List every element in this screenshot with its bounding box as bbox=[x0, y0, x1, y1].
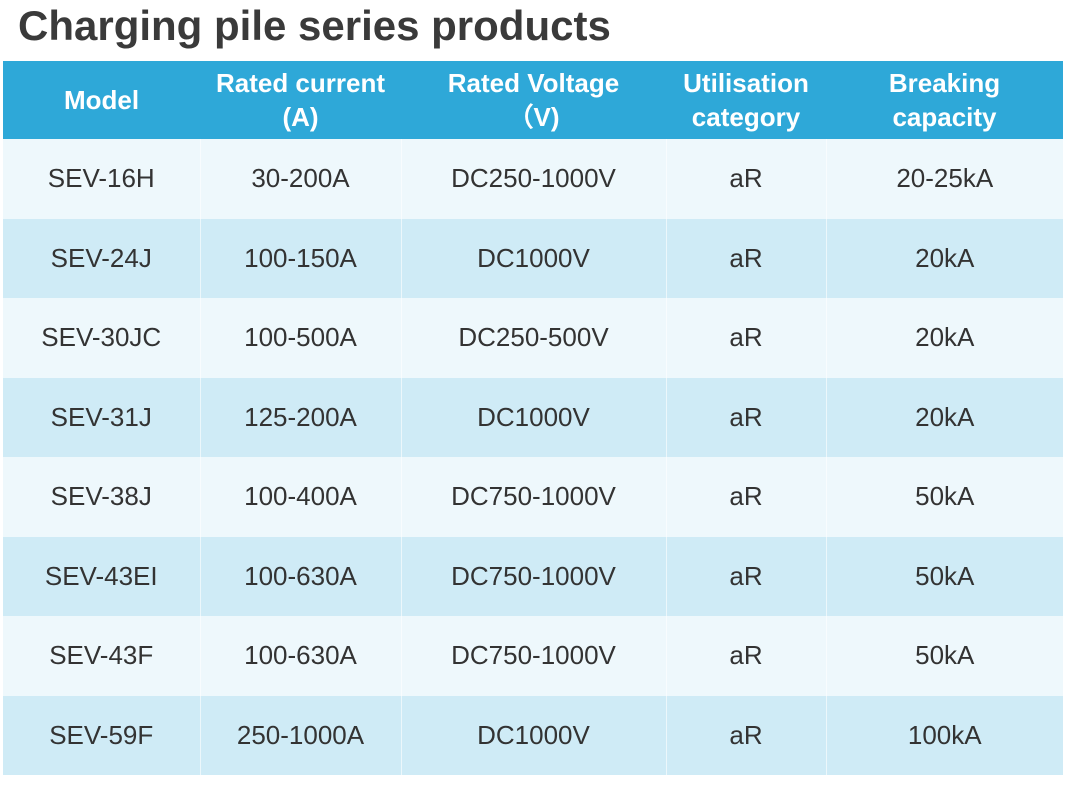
table-row: SEV-43F 100-630A DC750-1000V aR 50kA bbox=[3, 616, 1063, 696]
header-utilisation-category-line1: Utilisation bbox=[683, 68, 809, 98]
cell-rated-current: 100-400A bbox=[199, 457, 401, 537]
cell-model: SEV-30JC bbox=[3, 298, 200, 378]
table-row: SEV-43EI 100-630A DC750-1000V aR 50kA bbox=[3, 536, 1063, 616]
header-breaking-capacity: Breaking capacity bbox=[826, 61, 1063, 139]
table-row: SEV-31J 125-200A DC1000V aR 20kA bbox=[3, 377, 1063, 457]
cell-model: SEV-43F bbox=[3, 616, 200, 696]
table-row: SEV-24J 100-150A DC1000V aR 20kA bbox=[3, 218, 1063, 298]
cell-rated-current: 100-630A bbox=[199, 536, 401, 616]
cell-model: SEV-59F bbox=[3, 695, 200, 775]
cell-model: SEV-31J bbox=[3, 377, 200, 457]
product-table: Model Rated current (A) Rated Voltage （V… bbox=[3, 61, 1063, 775]
header-rated-current: Rated current (A) bbox=[200, 61, 401, 139]
cell-rated-current: 250-1000A bbox=[199, 695, 401, 775]
cell-rated-voltage: DC750-1000V bbox=[400, 457, 666, 537]
page-title: Charging pile series products bbox=[18, 2, 611, 49]
cell-rated-current: 100-630A bbox=[199, 616, 401, 696]
cell-model: SEV-24J bbox=[3, 218, 200, 298]
header-rated-current-line1: Rated current bbox=[215, 68, 386, 98]
cell-rated-current: 125-200A bbox=[199, 377, 401, 457]
cell-model: SEV-16H bbox=[3, 139, 200, 219]
cell-rated-voltage: DC750-1000V bbox=[400, 536, 666, 616]
cell-rated-voltage: DC1000V bbox=[400, 695, 666, 775]
header-breaking-capacity-line2: capacity bbox=[892, 102, 997, 132]
cell-breaking-capacity: 50kA bbox=[825, 616, 1063, 696]
cell-model: SEV-43EI bbox=[3, 536, 200, 616]
cell-rated-voltage: DC750-1000V bbox=[400, 616, 666, 696]
table-row: SEV-38J 100-400A DC750-1000V aR 50kA bbox=[3, 457, 1063, 537]
header-model: Model bbox=[3, 61, 200, 139]
header-utilisation-category-line2: category bbox=[691, 102, 801, 132]
cell-utilisation-category: aR bbox=[665, 616, 826, 696]
cell-breaking-capacity: 20kA bbox=[825, 298, 1063, 378]
header-rated-current-line2: (A) bbox=[282, 102, 319, 132]
header-rated-voltage-line1: Rated Voltage bbox=[447, 68, 620, 98]
cell-rated-voltage: DC1000V bbox=[400, 218, 666, 298]
cell-rated-current: 100-150A bbox=[199, 218, 401, 298]
cell-rated-current: 30-200A bbox=[199, 139, 401, 219]
table-row: SEV-59F 250-1000A DC1000V aR 100kA bbox=[3, 695, 1063, 775]
header-utilisation-category: Utilisation category bbox=[666, 61, 826, 139]
cell-utilisation-category: aR bbox=[665, 457, 826, 537]
cell-breaking-capacity: 20kA bbox=[825, 218, 1063, 298]
table-row: SEV-30JC 100-500A DC250-500V aR 20kA bbox=[3, 298, 1063, 378]
cell-breaking-capacity: 100kA bbox=[825, 695, 1063, 775]
header-rated-voltage-line2: （V) bbox=[507, 102, 560, 132]
cell-utilisation-category: aR bbox=[665, 298, 826, 378]
header-breaking-capacity-line1: Breaking bbox=[888, 68, 1001, 98]
cell-breaking-capacity: 20-25kA bbox=[825, 139, 1063, 219]
cell-breaking-capacity: 50kA bbox=[825, 457, 1063, 537]
cell-rated-voltage: DC250-1000V bbox=[400, 139, 666, 219]
cell-utilisation-category: aR bbox=[665, 218, 826, 298]
cell-utilisation-category: aR bbox=[665, 695, 826, 775]
cell-rated-voltage: DC1000V bbox=[400, 377, 666, 457]
cell-utilisation-category: aR bbox=[665, 139, 826, 219]
cell-rated-voltage: DC250-500V bbox=[400, 298, 666, 378]
table-row: SEV-16H 30-200A DC250-1000V aR 20-25kA bbox=[3, 139, 1063, 219]
cell-breaking-capacity: 50kA bbox=[825, 536, 1063, 616]
header-model-line1: Model bbox=[63, 85, 140, 115]
cell-breaking-capacity: 20kA bbox=[825, 377, 1063, 457]
cell-utilisation-category: aR bbox=[665, 536, 826, 616]
cell-utilisation-category: aR bbox=[665, 377, 826, 457]
table-header-row: Model Rated current (A) Rated Voltage （V… bbox=[3, 61, 1063, 139]
header-rated-voltage: Rated Voltage （V) bbox=[401, 61, 666, 139]
cell-model: SEV-38J bbox=[3, 457, 200, 537]
cell-rated-current: 100-500A bbox=[199, 298, 401, 378]
